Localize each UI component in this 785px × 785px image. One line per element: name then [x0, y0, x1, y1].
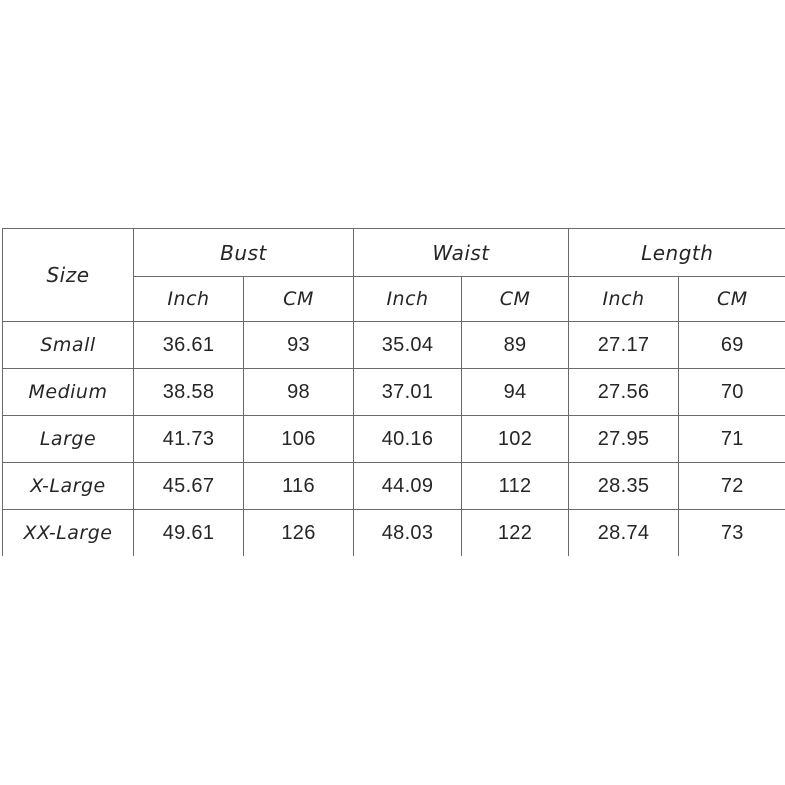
cell-length-inch: 28.74: [568, 509, 680, 556]
cell-bust-cm: 126: [242, 509, 355, 556]
cell-length-inch: 28.35: [568, 462, 680, 510]
cell-waist-cm: 102: [461, 415, 570, 463]
sub-header-waist-cm: CM: [461, 276, 570, 322]
cell-length-inch: 27.17: [568, 321, 680, 369]
cell-length-cm: 71: [678, 415, 785, 463]
cell-bust-cm: 93: [242, 321, 355, 369]
cell-waist-cm: 112: [461, 462, 570, 510]
cell-bust-cm: 116: [242, 462, 355, 510]
size-chart-table: Size Bust Waist Length Inch CM Inch CM I…: [2, 228, 785, 556]
table-row-large: Large 41.73 106 40.16 102 27.95 71: [2, 415, 785, 463]
size-label: Medium: [2, 368, 134, 416]
group-header-bust: Bust: [132, 228, 355, 277]
cell-waist-inch: 48.03: [353, 509, 463, 556]
size-label: Small: [2, 321, 134, 369]
sub-header-row: Inch CM Inch CM Inch CM: [3, 276, 785, 322]
table-row-medium: Medium 38.58 98 37.01 94 27.56 70: [2, 368, 785, 416]
cell-bust-inch: 45.67: [133, 462, 244, 510]
size-label: X-Large: [2, 462, 134, 510]
cell-waist-cm: 122: [461, 509, 570, 556]
cell-bust-cm: 98: [242, 368, 355, 416]
cell-length-cm: 69: [678, 321, 785, 369]
cell-waist-inch: 44.09: [353, 462, 463, 510]
table-row-x-large: X-Large 45.67 116 44.09 112 28.35 72: [2, 462, 785, 510]
cell-waist-inch: 40.16: [353, 415, 463, 463]
size-label: Large: [2, 415, 134, 463]
sub-header-length-inch: Inch: [568, 276, 680, 322]
corner-header-size: Size: [2, 228, 134, 322]
group-header-row: Size Bust Waist Length: [2, 228, 785, 322]
sub-header-waist-inch: Inch: [353, 276, 463, 322]
sub-header-bust-inch: Inch: [133, 276, 244, 322]
cell-length-inch: 27.56: [568, 368, 680, 416]
cell-length-cm: 70: [678, 368, 785, 416]
table-row-xx-large: XX-Large 49.61 126 48.03 122 28.74 73: [2, 509, 785, 556]
table-row-small: Small 36.61 93 35.04 89 27.17 69: [2, 321, 785, 369]
cell-length-cm: 72: [678, 462, 785, 510]
group-header-waist: Waist: [353, 228, 570, 277]
cell-bust-inch: 36.61: [133, 321, 244, 369]
cell-length-inch: 27.95: [568, 415, 680, 463]
cell-waist-cm: 89: [461, 321, 570, 369]
cell-waist-cm: 94: [461, 368, 570, 416]
cell-waist-inch: 37.01: [353, 368, 463, 416]
cell-bust-inch: 38.58: [133, 368, 244, 416]
sub-header-length-cm: CM: [678, 276, 785, 322]
cell-length-cm: 73: [678, 509, 785, 556]
cell-bust-inch: 41.73: [133, 415, 244, 463]
cell-bust-cm: 106: [242, 415, 355, 463]
cell-waist-inch: 35.04: [353, 321, 463, 369]
sub-header-bust-cm: CM: [242, 276, 355, 322]
group-header-length: Length: [568, 228, 785, 277]
cell-bust-inch: 49.61: [133, 509, 244, 556]
size-label: XX-Large: [2, 509, 134, 556]
